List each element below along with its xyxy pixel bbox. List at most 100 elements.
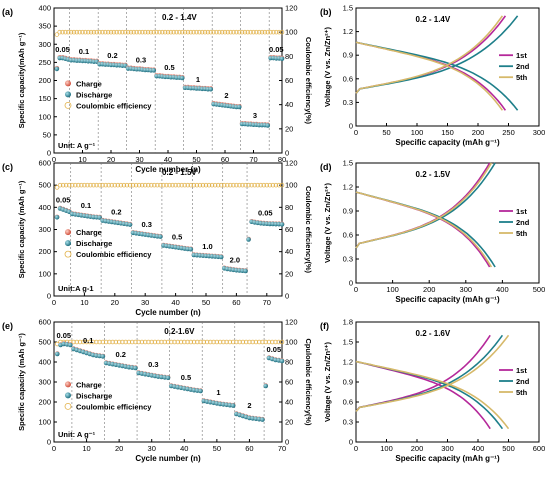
ce-point (234, 339, 239, 345)
discharge-curve (355, 360, 491, 430)
voltage-window-label: 0.2 - 1.5V (162, 168, 197, 177)
ce-point (157, 29, 162, 35)
rate-label: 0.3 (148, 360, 158, 369)
x-tick-label: 300 (460, 285, 473, 294)
ce-point (228, 182, 233, 188)
ce-point (105, 29, 111, 35)
ce-point (120, 339, 125, 345)
ce-point (155, 339, 161, 345)
voltage-window-label: 0.2 - 1.5V (416, 170, 451, 179)
rate-label: 3 (253, 111, 257, 120)
ce-point (265, 29, 271, 35)
y-tick-label: 1.5 (343, 159, 353, 168)
ce-point (107, 339, 112, 345)
legend-marker (65, 381, 71, 388)
x-tick-label: 50 (202, 298, 210, 307)
ce-point (63, 182, 69, 188)
y-tick-label: 600 (38, 318, 51, 327)
ce-point (191, 339, 197, 345)
y-tick-label: 1.2 (343, 358, 353, 367)
ce-point (165, 29, 171, 35)
ce-point (127, 182, 133, 188)
y-tick-label: 1.5 (343, 338, 353, 347)
ce-point (198, 339, 203, 345)
ce-point (234, 29, 239, 35)
discharge-curve (355, 191, 496, 268)
ce-point (73, 182, 78, 188)
discharge-point (151, 68, 157, 73)
ce-point (136, 182, 142, 188)
y2-tick-label: 100 (285, 338, 298, 347)
ce-point (87, 339, 93, 345)
x-tick-label: 100 (411, 128, 424, 137)
ce-point (172, 339, 177, 345)
ce-point (178, 339, 184, 345)
legend-entry: 2nd (516, 218, 530, 227)
x-tick-label: 200 (411, 444, 424, 453)
ce-point (164, 182, 169, 188)
ce-point (112, 182, 118, 188)
legend-entry: 1st (516, 366, 527, 375)
y2-tick-label: 60 (285, 225, 293, 234)
x-tick-label: 20 (111, 298, 119, 307)
rate-label: 0.05 (258, 209, 273, 218)
ce-point (258, 182, 263, 188)
y-tick-label: 350 (38, 22, 51, 31)
ce-point (145, 182, 151, 188)
y-tick-label: 0.3 (343, 418, 353, 427)
ce-point (199, 29, 205, 35)
x-axis-label: Cycle number (n) (135, 165, 201, 174)
ce-point (128, 29, 134, 35)
ce-point (259, 29, 265, 35)
x-tick-label: 300 (533, 128, 546, 137)
ce-point (225, 182, 230, 188)
x-tick-label: 200 (423, 285, 436, 294)
panel-e: 0 10 20 30 40 50 60 700100200300400500600020406… (2, 318, 313, 464)
ce-point (276, 339, 281, 345)
legend-entry: 5th (516, 388, 528, 397)
x-tick-label: 50 (213, 444, 221, 453)
ce-point (206, 182, 212, 188)
ce-point (230, 339, 236, 345)
ce-point (211, 339, 216, 345)
y-tick-label: 300 (38, 225, 51, 234)
ce-point (133, 182, 139, 188)
legend-entry: Coulombic efficiency (76, 402, 152, 411)
ce-point (122, 29, 128, 35)
ce-point (185, 182, 191, 188)
ce-point (152, 182, 157, 188)
ce-point (254, 29, 259, 35)
rate-label: 0.5 (164, 63, 174, 72)
discharge-point (165, 375, 171, 381)
ce-point (170, 182, 175, 188)
legend-entry: Coulombic efficiency (76, 101, 152, 110)
ce-point (191, 182, 197, 188)
ce-point (158, 182, 163, 188)
ce-point (268, 29, 273, 35)
ce-point (212, 182, 218, 188)
y2-tick-label: 120 (285, 159, 298, 168)
ce-point (240, 339, 246, 345)
ce-point (142, 339, 148, 345)
y2-axis-label: Coulombic efficiency(%) (304, 186, 313, 274)
ce-point (139, 339, 145, 345)
x-tick-label: 30 (135, 155, 143, 164)
x-tick-label: 40 (164, 155, 172, 164)
legend-entry: 2nd (516, 62, 530, 71)
panel-label: (d) (320, 162, 332, 172)
x-axis-label: Specific capacity (mAh g⁻¹) (395, 454, 500, 463)
ce-point (74, 29, 80, 35)
unit-label: Unit: A g⁻¹ (58, 141, 96, 150)
ce-point (60, 29, 65, 35)
ce-point (109, 182, 115, 188)
ce-point (145, 29, 151, 35)
panel-label: (a) (2, 7, 13, 17)
ce-point (155, 182, 160, 188)
y-tick-label: 0.9 (343, 378, 353, 387)
ce-point (88, 182, 93, 188)
ce-point (228, 29, 233, 35)
legend-entry: 2nd (516, 377, 530, 386)
x-tick-label: 60 (221, 155, 229, 164)
ce-point (208, 29, 214, 35)
ce-point (234, 182, 239, 188)
